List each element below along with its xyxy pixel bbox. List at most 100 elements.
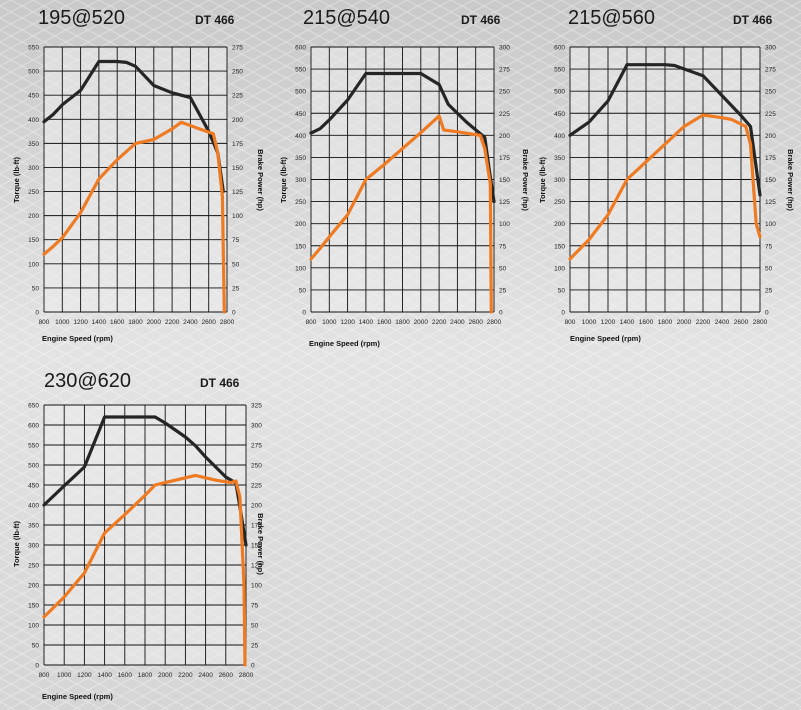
- y-right-tick-label: 50: [499, 265, 507, 272]
- engine-model-label: DT 466: [733, 13, 773, 27]
- y-right-tick-label: 100: [765, 221, 776, 228]
- y-left-tick-label: 300: [28, 543, 39, 550]
- brake-power-curve: [309, 114, 493, 314]
- y-left-tick-label: 300: [554, 177, 565, 184]
- y-right-axis-title: Brake Power (hp): [256, 149, 265, 211]
- y-left-tick-label: 100: [28, 261, 39, 268]
- y-left-tick-label: 350: [28, 523, 39, 530]
- y-right-tick-label: 225: [251, 483, 262, 490]
- x-tick-label: 1000: [582, 319, 597, 326]
- y-left-tick-label: 500: [295, 89, 306, 96]
- y-left-tick-label: 150: [295, 243, 306, 250]
- x-axis-title: Engine Speed (rpm): [42, 692, 113, 701]
- x-tick-label: 800: [39, 319, 50, 326]
- x-tick-label: 1200: [340, 319, 355, 326]
- y-right-tick-label: 25: [765, 287, 773, 294]
- y-right-axis-title: Brake Power (hp): [521, 149, 530, 211]
- y-right-tick-label: 300: [499, 45, 510, 52]
- y-left-tick-label: 550: [295, 67, 306, 74]
- x-tick-label: 1000: [55, 319, 70, 326]
- x-axis-title: Engine Speed (rpm): [309, 339, 380, 348]
- x-tick-label: 1200: [73, 319, 88, 326]
- y-left-tick-label: 100: [295, 265, 306, 272]
- y-right-tick-label: 200: [765, 133, 776, 140]
- y-right-tick-label: 250: [499, 89, 510, 96]
- y-right-tick-label: 275: [232, 45, 243, 52]
- y-left-tick-label: 550: [554, 67, 565, 74]
- x-tick-label: 1600: [118, 672, 133, 679]
- y-right-axis-title: Brake Power (hp): [786, 149, 795, 211]
- y-right-tick-label: 150: [232, 165, 243, 172]
- y-right-tick-label: 275: [765, 67, 776, 74]
- y-right-tick-label: 25: [499, 287, 507, 294]
- y-right-tick-label: 125: [765, 199, 776, 206]
- y-left-axis-title: Torque (lb-ft): [538, 156, 547, 203]
- y-left-tick-label: 150: [28, 237, 39, 244]
- x-tick-label: 2400: [183, 319, 198, 326]
- y-left-tick-label: 550: [28, 45, 39, 52]
- engine-model-label: DT 466: [200, 376, 240, 390]
- y-left-axis-title: Torque (lb-ft): [279, 156, 288, 203]
- y-left-tick-label: 150: [554, 243, 565, 250]
- x-tick-label: 800: [565, 319, 576, 326]
- x-tick-label: 2000: [414, 319, 429, 326]
- x-tick-label: 2600: [468, 319, 483, 326]
- y-right-tick-label: 325: [251, 403, 262, 410]
- y-left-tick-label: 0: [561, 310, 565, 317]
- gridlines: [43, 404, 247, 666]
- y-right-tick-label: 100: [251, 583, 262, 590]
- x-tick-label: 2200: [178, 672, 193, 679]
- chart-panel-215-540: 215@540 DT 466 800 1000 1200 1400 1600 1800 20…: [267, 2, 532, 348]
- y-left-tick-label: 0: [302, 310, 306, 317]
- y-right-tick-label: 250: [765, 89, 776, 96]
- y-right-tick-label: 25: [251, 643, 259, 650]
- x-tick-label: 1200: [601, 319, 616, 326]
- y-left-tick-label: 50: [32, 643, 40, 650]
- y-left-tick-label: 400: [554, 133, 565, 140]
- y-right-tick-label: 0: [765, 310, 769, 317]
- chart-svg-230-620: 230@620 DT 466 800 1000 1200 1400 1600 1800 20…: [12, 370, 265, 701]
- y-left-tick-label: 500: [28, 69, 39, 76]
- x-tick-label: 2000: [677, 319, 692, 326]
- x-tick-label: 1000: [57, 672, 72, 679]
- x-tick-label: 2200: [165, 319, 180, 326]
- torque-curve: [568, 63, 762, 197]
- y-left-tick-label: 650: [28, 403, 39, 410]
- y-right-tick-label: 75: [232, 237, 240, 244]
- y-left-tick-label: 500: [554, 89, 565, 96]
- y-left-tick-label: 450: [28, 93, 39, 100]
- x-tick-label: 2400: [715, 319, 730, 326]
- x-tick-label: 2200: [696, 319, 711, 326]
- y-left-tick-label: 150: [28, 603, 39, 610]
- y-right-tick-label: 75: [499, 243, 507, 250]
- y-left-tick-label: 400: [28, 117, 39, 124]
- y-right-tick-label: 275: [499, 67, 510, 74]
- x-tick-label: 1600: [639, 319, 654, 326]
- brake-power-curve: [42, 120, 226, 314]
- y-right-tick-label: 100: [232, 213, 243, 220]
- y-left-tick-label: 550: [28, 443, 39, 450]
- chart-panel-230-620: 230@620 DT 466 800 1000 1200 1400 1600 1800 20…: [0, 366, 265, 708]
- x-tick-label: 2600: [734, 319, 749, 326]
- y-right-tick-label: 150: [499, 177, 510, 184]
- y-right-tick-label: 250: [251, 463, 262, 470]
- y-left-tick-label: 200: [554, 221, 565, 228]
- y-left-axis-title: Torque (lb-ft): [12, 156, 21, 203]
- y-left-tick-label: 50: [299, 287, 307, 294]
- y-left-tick-label: 100: [554, 265, 565, 272]
- y-left-tick-label: 200: [28, 213, 39, 220]
- x-tick-label: 800: [39, 672, 50, 679]
- y-right-tick-label: 200: [251, 503, 262, 510]
- y-right-tick-label: 50: [251, 623, 259, 630]
- x-tick-label: 2400: [450, 319, 465, 326]
- y-right-tick-label: 175: [251, 523, 262, 530]
- y-left-tick-label: 600: [554, 45, 565, 52]
- y-right-tick-label: 100: [499, 221, 510, 228]
- y-right-tick-label: 0: [499, 310, 503, 317]
- y-right-tick-label: 0: [251, 663, 255, 670]
- brake-power-curve: [42, 473, 247, 667]
- y-left-tick-label: 0: [35, 310, 39, 317]
- brake-power-curve: [568, 113, 762, 261]
- y-right-tick-label: 150: [251, 543, 262, 550]
- y-left-tick-label: 200: [28, 583, 39, 590]
